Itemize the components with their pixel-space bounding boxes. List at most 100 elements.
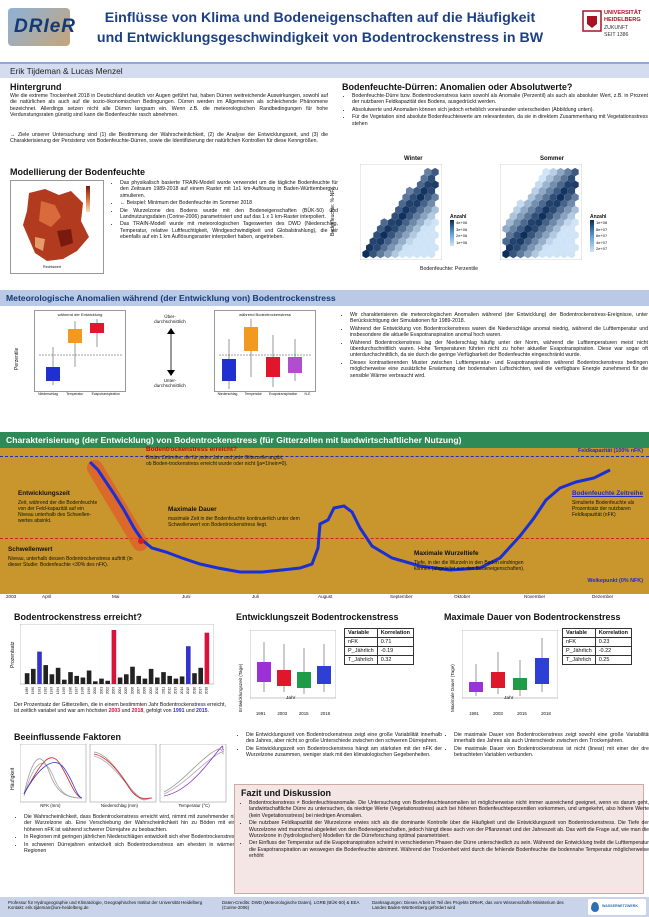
ez-box-1991 <box>257 642 271 692</box>
bar-2003 <box>111 630 117 684</box>
hexbin-cell <box>571 230 579 240</box>
dauer-box-title: Maximale Dauer <box>168 506 217 513</box>
box-evapotranspiration <box>90 319 104 347</box>
hexbin-cell <box>553 212 561 221</box>
hexbin-cell <box>402 205 410 215</box>
dauer-box-2018 <box>535 638 549 692</box>
hexbin-cell <box>564 243 572 252</box>
hexbin-cell <box>387 218 396 227</box>
hexbin-cell <box>567 249 576 259</box>
hexbin-cell <box>395 243 403 252</box>
density-niederschlag <box>93 751 153 801</box>
hexbin-cell <box>513 230 521 240</box>
feldkap-label: Feldkapazität (100% nFK) <box>577 448 643 454</box>
hexbin-cell <box>564 218 572 227</box>
legend-winter-label: 2e+06 <box>456 233 468 238</box>
ez-b1: Die Entwicklungszeit von Bodentrockenstr… <box>246 732 442 745</box>
charakterisierung-heading: Charakterisierung (der Entwicklung) von … <box>0 432 649 448</box>
hexbin-cell <box>427 186 436 196</box>
hexbin-cell <box>387 243 396 252</box>
hexbin-cell <box>506 230 514 240</box>
entwicklungszeit-box-text: Zeit, während der die Bodenfeuchte von d… <box>18 500 98 524</box>
hexbin-cell <box>409 218 417 227</box>
hexbin-cell <box>409 243 417 252</box>
hexbin-cell <box>395 205 403 215</box>
bar-label-2007: 2007 <box>137 687 141 694</box>
hexbin-cell <box>542 180 550 189</box>
hexbin-cell <box>427 224 436 233</box>
hexbin-cell <box>420 237 428 246</box>
drier-logo: DRIeR <box>8 8 75 46</box>
bar-label-2015: 2015 <box>186 687 190 694</box>
density-temperatur <box>163 745 225 797</box>
hexbin-cell <box>509 249 517 259</box>
bar-2017 <box>198 667 203 684</box>
hexbin-cell <box>413 199 421 208</box>
footer-thanks: Danksagungen: Dieses Arbeit ist Teil des… <box>372 900 564 911</box>
ez-box-2015 <box>297 648 311 694</box>
hexbin-cell <box>531 212 539 221</box>
faktoren-xlabel: NFK (mm) <box>40 803 61 808</box>
modellierung-b4: Das TRAIN-Modell wurde mit meteorologisc… <box>120 221 338 240</box>
hexbin-cell <box>424 167 432 177</box>
hexbin-cell <box>398 212 406 221</box>
meteo-xlabels-1: Niederschlag Temperatur Evapotranspiration <box>34 392 124 396</box>
entwicklungszeit-box-title: Entwicklungszeit <box>18 490 70 497</box>
ez-xtitle: Jahr <box>286 696 296 701</box>
hexbin-cell <box>560 249 568 259</box>
bar-1999 <box>86 670 92 684</box>
hexbin-cell <box>531 224 539 233</box>
ez-box-2018 <box>317 644 331 692</box>
hexbin-cell <box>556 167 565 177</box>
hexbin-cell <box>424 230 432 240</box>
hexbin-cell <box>516 237 525 246</box>
box-temperatur <box>244 319 258 377</box>
hexbin-cell <box>366 243 374 252</box>
hexbin-winter <box>360 164 442 260</box>
legend-sommer-label: 4e+07 <box>596 239 608 245</box>
bar-label-2017: 2017 <box>199 687 203 694</box>
legend-sommer-bar <box>590 220 594 252</box>
meteo-chart1-title: während der Entwicklung <box>57 312 103 317</box>
hexbin-cell <box>571 243 579 252</box>
ez-xlabel: 2003 <box>277 711 288 716</box>
bar-2014 <box>179 676 185 684</box>
bar-2004 <box>117 677 123 684</box>
hexbin-cell <box>406 249 414 259</box>
meteo-boxplot-1 <box>39 319 123 385</box>
zeitreihe-box-text: Simulierte Bodenfeuchte als Prozentsatz … <box>572 500 635 518</box>
hexbin-cell <box>406 212 414 221</box>
hexbin-cell <box>409 205 417 215</box>
hexbin-cell <box>524 199 532 208</box>
hexbin-cell <box>527 243 536 252</box>
hexbin-cell <box>424 218 432 227</box>
dauer-xlabels: 1991 2003 2015 2018 <box>462 711 558 716</box>
bar-label-1999: 1999 <box>87 687 91 694</box>
bar-label-1994: 1994 <box>56 687 60 694</box>
hexbin-cell <box>524 237 532 246</box>
bar-2009 <box>148 668 154 684</box>
hexbin-cell <box>376 237 385 246</box>
box-n-e <box>288 339 302 381</box>
hexbin-cell <box>373 243 381 252</box>
mid-bottom-label: Unter-durchschnittlich <box>154 378 186 388</box>
hexbin-cell <box>380 230 388 240</box>
hexbin-cell <box>546 199 554 208</box>
hexbin-cell <box>567 186 576 196</box>
wurzeltiefe-box-text: Tiefe, in der die Wurzeln in den Boden e… <box>414 560 525 572</box>
legend-winter-title: Anzahl <box>450 214 467 220</box>
xlabel: Niederschlag <box>217 392 238 396</box>
meteo-b4: Dieses kontrastierenden Muster zwischen … <box>350 360 648 379</box>
hexbin-cell <box>416 180 425 189</box>
bar-label-2008: 2008 <box>143 687 147 694</box>
hexbin-cell <box>527 218 536 227</box>
legend-winter-label: 1e+06 <box>456 239 468 245</box>
hexbin-cell <box>398 224 406 233</box>
bar-1998 <box>80 677 86 684</box>
hexbin-cell <box>535 243 543 252</box>
fazit-b1: Bodentrockenstress ≠ Bodenfeuchteanomali… <box>249 800 649 819</box>
bar-1996 <box>68 672 73 684</box>
density-nfk <box>23 757 83 799</box>
logo-text: DRIeR <box>14 16 77 37</box>
month-label: August <box>318 594 333 599</box>
